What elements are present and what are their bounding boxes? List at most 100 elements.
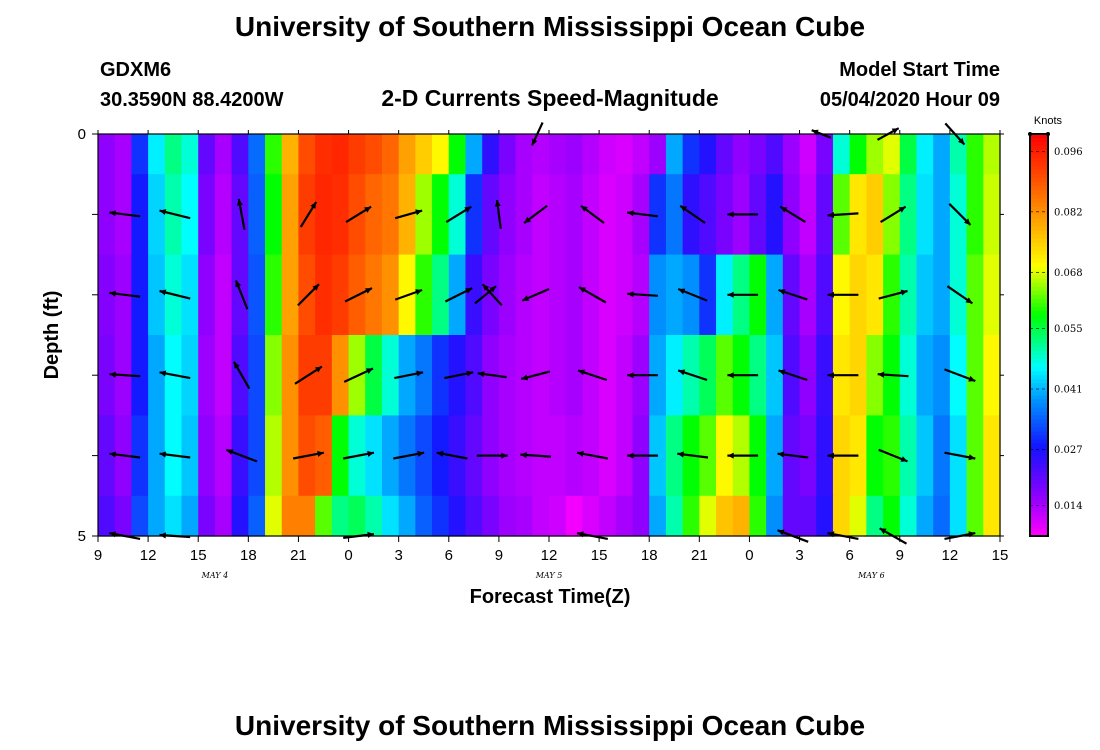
heatmap-cell: [331, 335, 350, 416]
heatmap-cell: [432, 335, 450, 416]
heatmap-cell: [665, 134, 684, 175]
colorbar-band: [1030, 150, 1048, 155]
heatmap-cell: [665, 415, 684, 497]
heatmap-cell: [515, 254, 533, 336]
heatmap-cell: [549, 134, 567, 175]
current-vector: [944, 451, 976, 461]
vector-head: [727, 372, 734, 379]
colorbar-frame: [1029, 133, 1049, 537]
heatmap-cell: [415, 254, 433, 336]
heatmap-cell: [482, 174, 500, 256]
heatmap-cell: [265, 134, 283, 175]
current-vector: [159, 209, 191, 220]
heatmap-cell: [265, 174, 283, 256]
heatmap-cell: [716, 174, 734, 256]
heatmap-cell: [415, 495, 433, 537]
colorbar-band: [1030, 214, 1048, 220]
heatmap-cell: [281, 134, 300, 175]
heatmap-cell: [98, 335, 116, 416]
heatmap-cell: [114, 495, 132, 537]
current-vector: [727, 372, 759, 379]
vector-head: [627, 452, 634, 459]
heatmap-cell: [766, 134, 784, 175]
vector-head: [531, 138, 538, 146]
colorbar-band: [1030, 166, 1048, 171]
colorbar-band: [1030, 270, 1048, 276]
heatmap-cell: [181, 174, 199, 256]
vector-head: [520, 452, 527, 459]
heatmap-cell: [515, 495, 533, 537]
colorbar: 0.096 0.082 0.068 0.055 0.041 0.027 0.014: [1028, 132, 1083, 537]
heatmap-cell: [198, 134, 216, 175]
heatmap-cell: [599, 335, 617, 416]
vector-head: [494, 200, 501, 207]
vector-head: [235, 280, 242, 288]
axes: 9 12 15 18 21 0 3 6 9 12 15 18 21 0 3 6 9 12 15 MAY 4 MAY 5 M…: [78, 126, 1009, 580]
heatmap-cell: [482, 254, 500, 336]
colorbar-band: [1030, 451, 1048, 457]
vector-head: [900, 456, 908, 462]
colorbar-band: [1030, 178, 1048, 183]
vector-head: [482, 284, 490, 291]
heatmap-cell: [265, 254, 283, 336]
vector-head: [415, 209, 423, 216]
heatmap-cell: [214, 134, 233, 175]
colorbar-corner: [1046, 132, 1050, 136]
colorbar-band: [1030, 471, 1048, 477]
heatmap-cell: [131, 415, 149, 497]
heatmap-cell: [315, 174, 333, 256]
heatmap-cell: [532, 134, 550, 175]
colorbar-tick-label: 0.014: [1054, 501, 1083, 512]
heatmap-cell: [565, 495, 583, 537]
colorbar-corner: [1028, 132, 1032, 136]
heatmap-cell: [916, 415, 934, 497]
heatmap-cell: [565, 254, 583, 336]
heatmap-cell: [515, 174, 533, 256]
colorbar-band: [1030, 146, 1048, 151]
heatmap-cell: [381, 134, 400, 175]
heatmap-cell: [415, 335, 433, 416]
colorbar-tick-label: 0.055: [1054, 324, 1083, 335]
heatmap-cell: [131, 134, 149, 175]
heatmap-cell: [665, 495, 684, 537]
heatmap-cell: [465, 134, 483, 175]
current-vector: [677, 451, 709, 459]
current-vector: [576, 450, 609, 460]
heatmap-cell: [131, 174, 149, 256]
heatmap-cell: [231, 335, 249, 416]
vector-head: [727, 211, 734, 218]
colorbar-band: [1030, 258, 1048, 264]
heatmap-cell: [832, 134, 851, 175]
heatmap-cell: [699, 254, 717, 336]
heatmap-cell: [716, 415, 734, 497]
heatmap-cell: [432, 415, 450, 497]
date-label: MAY 6: [857, 571, 885, 580]
heatmap-cell: [365, 134, 383, 175]
vector-head: [317, 450, 324, 457]
heatmap-cell: [214, 495, 233, 537]
vector-head: [310, 201, 317, 209]
current-vector: [948, 203, 972, 226]
heatmap-cell: [699, 335, 717, 416]
vector-head: [827, 211, 835, 218]
current-vector: [159, 451, 191, 459]
heatmap-cell: [348, 134, 366, 175]
heatmap-cell: [298, 495, 316, 537]
heatmap-cell: [849, 174, 867, 256]
heatmap-cell: [749, 495, 767, 537]
colorbar-band: [1030, 226, 1048, 232]
heatmap-cell: [231, 254, 249, 336]
vector-head: [159, 451, 167, 458]
x-tick-label: 0: [745, 547, 753, 564]
heatmap-cell: [582, 495, 600, 537]
heatmap-cell: [331, 174, 350, 256]
heatmap-cell: [933, 495, 951, 537]
current-vector: [444, 370, 474, 380]
current-vector: [878, 448, 908, 463]
vector-head: [580, 205, 588, 212]
colorbar-band: [1030, 262, 1048, 268]
current-vector: [946, 285, 974, 305]
current-vector: [627, 452, 658, 459]
heatmap-cell: [448, 134, 467, 175]
colorbar-band: [1030, 230, 1048, 236]
